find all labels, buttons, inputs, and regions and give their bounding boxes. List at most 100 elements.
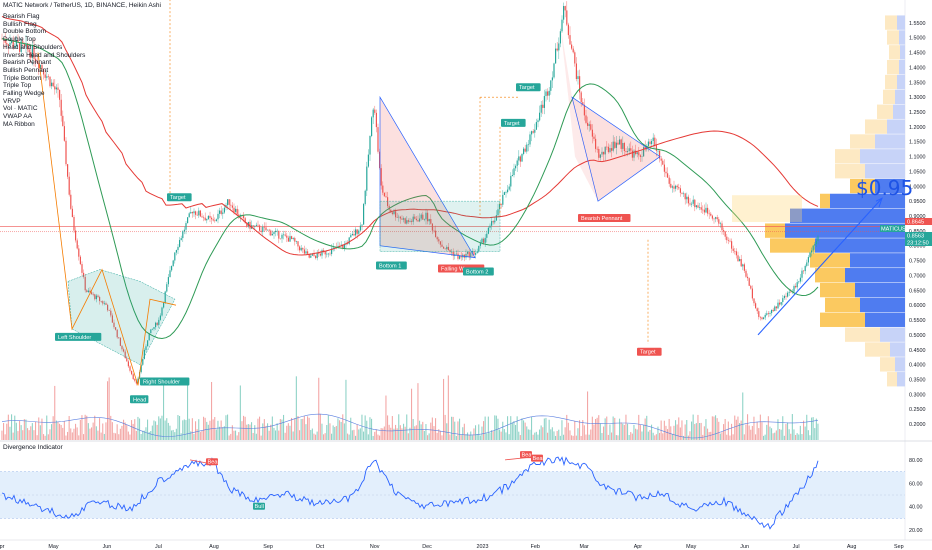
candle-body [527,144,529,146]
volume-bar [342,414,344,440]
volume-bar [198,419,200,440]
volume-bar [470,431,472,440]
price-tick-label: 0.9000 [909,214,926,220]
candle-body [449,250,451,252]
volume-bar [742,392,744,440]
legend-item-13[interactable]: VWAP AA [3,113,32,121]
candle-body [284,234,286,236]
pattern-label-bg [130,395,149,404]
volume-bar [668,418,670,440]
volume-bar [403,423,405,440]
legend-item-2[interactable]: Double Bottom [3,28,46,36]
candle-body [161,307,163,316]
pattern-label-text: Bottom 2 [466,269,488,275]
price-tick-label: 1.2500 [909,110,926,116]
volume-bar [127,431,129,440]
volume-bar [433,426,435,440]
legend-item-10[interactable]: Falling Wedge [3,90,45,98]
vrvp-down-bar [875,178,905,194]
candle-body [643,147,645,157]
candle-body [99,296,101,302]
volume-bar [462,427,464,440]
candle-body [84,276,86,291]
volume-bar [411,388,413,440]
candle-body [657,150,659,152]
candle-body [201,216,203,218]
candle-body [271,233,273,236]
volume-bar [791,414,793,440]
volume-bar [124,422,126,440]
volume-bar [190,431,192,440]
candle-body [207,215,209,220]
volume-bar [36,435,38,440]
candle-body [708,213,710,215]
legend-item-12[interactable]: Vol · MATIC [3,105,38,113]
volume-bar [753,416,755,440]
candle-body [662,160,664,165]
legend-item-8[interactable]: Triple Bottom [3,74,42,82]
volume-bar [57,422,59,440]
volume-bar [564,427,566,440]
volume-bar [28,430,30,440]
volume-bar [278,430,280,440]
legend-item-5[interactable]: Inverse Head and Shoulders [3,51,86,59]
candle-body [587,122,589,126]
legend-item-4[interactable]: Head and Shoulders [3,43,63,51]
volume-bar [511,422,513,440]
volume-bar [75,423,77,440]
candle-body [324,250,326,255]
price-tag-bg [905,218,932,225]
legend-item-3[interactable]: Double Top [3,36,36,44]
legend-item-1[interactable]: Bullish Flag [3,20,37,28]
legend-item-7[interactable]: Bullish Pennant [3,66,49,74]
candle-body [49,76,51,87]
volume-bar [359,428,361,440]
candle-body [91,292,93,295]
pattern-label-7: Target [516,83,541,92]
volume-bar [251,422,253,440]
volume-bar [633,424,635,440]
legend-item-14[interactable]: MA Ribbon [3,120,35,128]
pattern-label-2: Right Shoulder [140,377,190,386]
pattern-label-bg [637,347,662,356]
volume-bar [515,424,517,440]
candle-body [731,241,733,249]
candle-body [103,303,105,304]
legend-item-0[interactable]: Bearish Flag [3,13,40,20]
volume-bar [566,414,568,440]
volume-bar [643,425,645,440]
volume-bar [372,435,374,440]
pattern-label-text: Left Shoulder [58,335,91,341]
candle-body [22,41,24,44]
volume-bar [108,377,110,440]
volume-bar [265,425,267,440]
volume-bar [84,414,86,440]
candle-body [196,214,198,216]
candle-body [305,251,307,254]
volume-bar [662,433,664,440]
volume-bar [811,417,813,440]
volume-bar [303,416,305,440]
candle-body [694,199,696,208]
candle-body [199,210,201,217]
candle-body [415,218,417,221]
legend-item-11[interactable]: VRVP [3,97,21,105]
legend-item-9[interactable]: Triple Top [3,82,32,90]
volume-bar [523,420,525,440]
candle-body [481,238,483,243]
candle-body [183,229,185,232]
candle-body [503,192,505,195]
volume-bar [615,435,617,440]
candle-body [275,230,277,233]
candle-body [286,235,288,238]
candle-body [227,199,229,206]
candle-body [460,255,462,258]
candle-body [742,264,744,267]
candle-body [155,322,157,328]
divergence-label-2: Bear [520,451,533,459]
legend-item-6[interactable]: Bearish Pennant [3,59,52,67]
volume-bar [377,434,379,440]
volume-bar [209,420,211,440]
volume-bar [204,417,206,440]
